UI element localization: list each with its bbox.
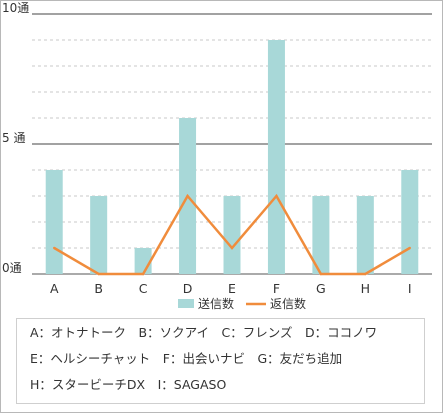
x-tick-label: G bbox=[316, 281, 326, 296]
x-tick-label: C bbox=[139, 281, 148, 296]
x-tick-label: H bbox=[361, 281, 370, 296]
line-point bbox=[408, 246, 411, 250]
chart: 0通 5 通 10通 A B C D E F G H I 送信数 返信数 bbox=[2, 1, 432, 311]
line-point bbox=[364, 272, 367, 276]
legend-swatch-sent bbox=[178, 299, 194, 308]
bar bbox=[312, 196, 330, 274]
category-legend-box: A：オトナトーク B：ソクアイ C：フレンズ D：ココノワ E：ヘルシーチャット… bbox=[16, 318, 425, 404]
x-tick-label: E bbox=[228, 281, 236, 296]
y-tick-label: 5 通 bbox=[2, 131, 25, 145]
category-legend-row: A：オトナトーク B：ソクアイ C：フレンズ D：ココノワ bbox=[30, 325, 378, 340]
line-point bbox=[53, 246, 56, 250]
category-legend-row: E：ヘルシーチャット F：出会いナビ G：友だち追加 bbox=[30, 351, 343, 366]
legend-label-reply: 返信数 bbox=[270, 296, 306, 311]
line-point bbox=[186, 194, 189, 198]
y-tick-label: 0通 bbox=[2, 261, 22, 275]
line-point bbox=[141, 272, 145, 276]
x-tick-label: F bbox=[273, 281, 280, 296]
x-tick-label: B bbox=[94, 281, 103, 296]
category-legend-row: H：スタービーチDX I：SAGASO bbox=[30, 377, 227, 392]
line-point bbox=[97, 272, 100, 276]
bar bbox=[267, 40, 285, 274]
x-tick-label: A bbox=[50, 281, 59, 296]
line-point bbox=[319, 272, 323, 276]
bar bbox=[401, 170, 419, 274]
x-tick-label: I bbox=[408, 281, 412, 296]
line-point bbox=[275, 194, 278, 198]
bar bbox=[223, 196, 241, 274]
bar bbox=[134, 248, 152, 274]
bar bbox=[356, 196, 374, 274]
x-tick-label: D bbox=[183, 281, 193, 296]
bar bbox=[45, 170, 63, 274]
line-point bbox=[230, 246, 234, 250]
bar bbox=[90, 196, 108, 274]
legend-label-sent: 送信数 bbox=[198, 296, 234, 311]
y-tick-label: 10通 bbox=[2, 1, 29, 15]
